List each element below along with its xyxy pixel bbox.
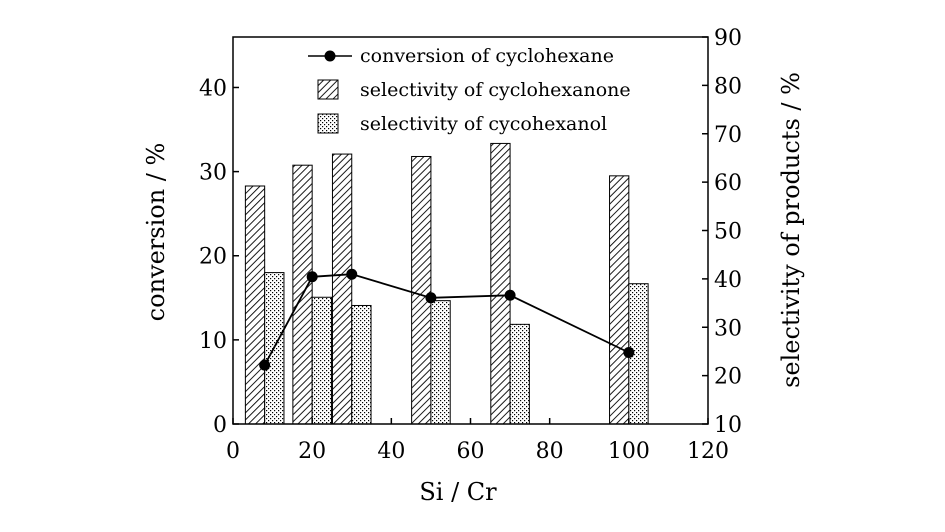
bar-cycohexanol — [430, 300, 451, 425]
legend-dots-swatch — [317, 113, 339, 134]
y2-tick-label: 10 — [714, 413, 742, 438]
bar-cyclohexanone — [411, 155, 432, 425]
legend: conversion of cyclohexane selectivity of… — [308, 45, 631, 135]
y2-tick-label: 40 — [714, 268, 742, 293]
conversion-point — [504, 289, 516, 301]
line-layer — [259, 268, 635, 371]
y2-tick-label: 90 — [714, 26, 742, 51]
x-tick-label: 40 — [377, 439, 405, 464]
y-tick-label: 30 — [199, 161, 227, 186]
y-axis-ticks: 0 10 20 30 40 — [199, 76, 239, 438]
y2-axis-title: selectivity of products / % — [777, 72, 805, 388]
conversion-point — [259, 359, 271, 371]
conversion-line — [263, 273, 630, 366]
y-tick-label: 20 — [199, 245, 227, 270]
conversion-point — [346, 268, 358, 280]
x-tick-label: 100 — [608, 439, 650, 464]
conversion-point — [425, 292, 437, 304]
y2-tick-label: 20 — [714, 365, 742, 390]
y-tick-label: 10 — [199, 329, 227, 354]
y2-tick-label: 30 — [714, 316, 742, 341]
bar-cyclohexanone — [490, 142, 511, 425]
bar-cycohexanol — [509, 323, 530, 425]
bar-cycohexanol — [311, 296, 332, 425]
y2-axis-ticks: 10 20 30 40 50 60 70 80 90 — [702, 26, 742, 438]
x-tick-label: 20 — [298, 439, 326, 464]
bar-cyclohexanone — [331, 153, 353, 425]
legend-line-marker — [324, 50, 336, 62]
y-tick-label: 0 — [213, 413, 227, 438]
conversion-point — [623, 346, 635, 358]
conversion-point — [306, 271, 318, 283]
y-axis-title: conversion / % — [142, 143, 170, 322]
y2-tick-label: 80 — [714, 74, 742, 99]
y2-tick-label: 60 — [714, 171, 742, 196]
x-tick-label: 0 — [226, 439, 240, 464]
y-tick-label: 40 — [199, 76, 227, 101]
bar-cyclohexanone — [609, 175, 630, 425]
bar-cycohexanol — [351, 304, 372, 425]
bars-layer — [244, 142, 649, 425]
x-axis-ticks: 0 20 40 60 80 100 120 — [226, 418, 729, 464]
legend-hatch-swatch — [317, 79, 339, 100]
legend-label-conversion: conversion of cyclohexane — [360, 45, 614, 67]
legend-label-cycohexanol: selectivity of cycohexanol — [360, 113, 607, 135]
x-tick-label: 120 — [687, 439, 729, 464]
y2-tick-label: 70 — [714, 123, 742, 148]
bar-cyclohexanone — [244, 185, 266, 425]
legend-label-cyclohexanone: selectivity of cyclohexanone — [360, 79, 631, 101]
x-tick-label: 80 — [536, 439, 564, 464]
x-axis-title: Si / Cr — [419, 478, 497, 506]
y2-tick-label: 50 — [714, 220, 742, 245]
x-tick-label: 60 — [457, 439, 485, 464]
